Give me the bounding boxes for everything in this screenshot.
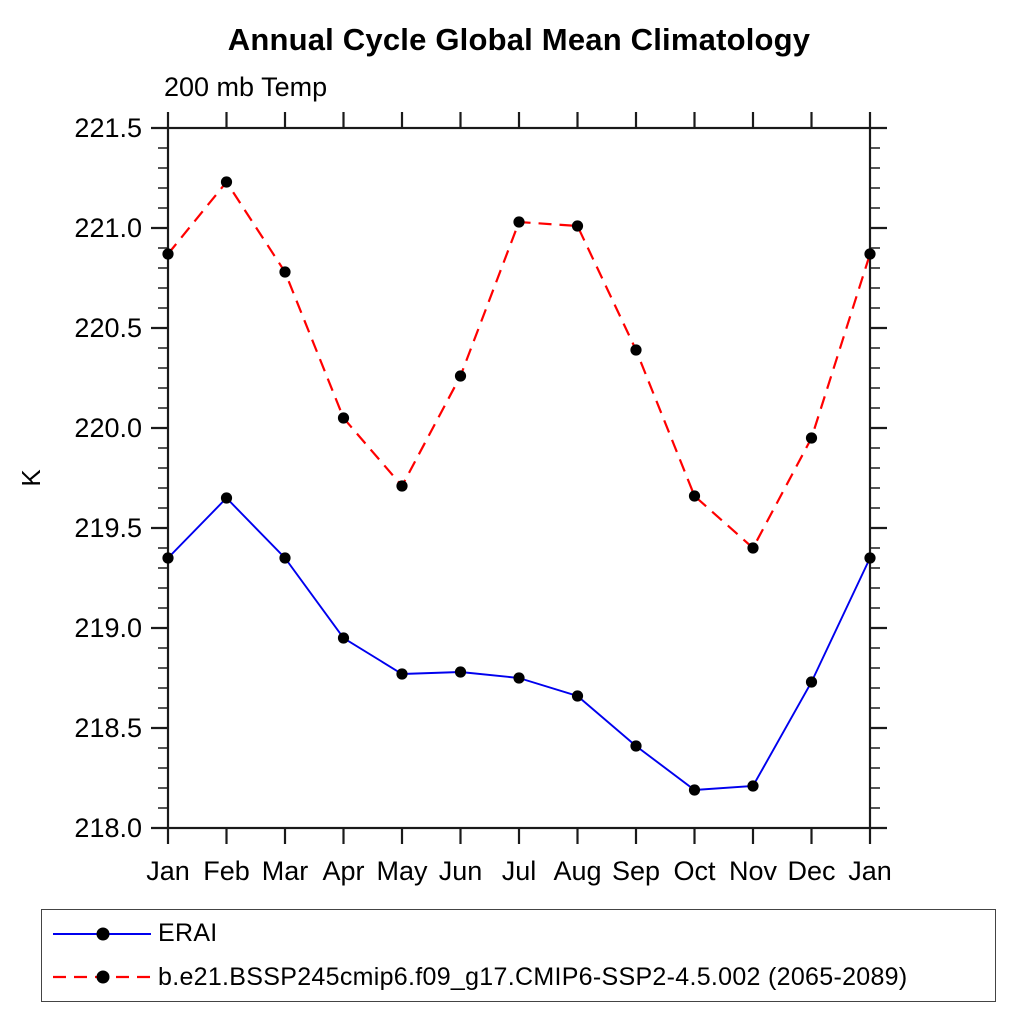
data-point-erai-10 <box>747 780 759 792</box>
y-axis-title: K <box>16 469 46 487</box>
legend-row-erai: ERAI <box>48 914 995 954</box>
data-point-b.e2-10 <box>747 542 759 554</box>
x-axis-tick-label: Dec <box>787 856 835 886</box>
x-axis-tick-label: Nov <box>729 856 778 886</box>
x-axis-tick-label: Sep <box>612 856 660 886</box>
data-point-b.e2-7 <box>571 220 584 232</box>
data-point-erai-2 <box>279 552 291 564</box>
data-point-erai-12 <box>864 552 876 564</box>
legend-label-erai: ERAI <box>158 919 218 948</box>
data-point-erai-0 <box>162 552 174 564</box>
data-point-b.e2-3 <box>337 412 350 424</box>
x-axis-tick-label: Jun <box>439 856 483 886</box>
series-line-1 <box>167 180 872 550</box>
data-point-b.e2-9 <box>688 490 701 502</box>
data-point-erai-4 <box>396 668 408 680</box>
x-axis-tick-label: Jul <box>502 856 537 886</box>
y-axis-tick-label: 220.5 <box>74 313 142 343</box>
chart-subtitle: 200 mb Temp <box>164 72 328 102</box>
data-point-b.e2-11 <box>805 432 818 444</box>
legend-label-model: b.e21.BSSP245cmip6.f09_g17.CMIP6-SSP2-4.… <box>158 962 908 991</box>
x-axis-tick-label: Oct <box>673 856 716 886</box>
x-axis-tick-label: Jan <box>146 856 190 886</box>
y-axis-tick-label: 220.0 <box>74 413 142 443</box>
data-point-b.e2-8 <box>630 344 642 356</box>
legend-line-erai-swatch <box>53 927 151 941</box>
data-point-erai-6 <box>513 672 525 684</box>
data-point-erai-11 <box>805 676 818 688</box>
data-point-erai-8 <box>630 740 642 752</box>
data-point-erai-9 <box>688 784 701 796</box>
y-axis-tick-label: 218.5 <box>74 713 142 743</box>
x-axis-tick-label: Feb <box>203 856 250 886</box>
y-axis-tick-label: 219.5 <box>74 513 142 543</box>
data-point-b.e2-0 <box>162 248 174 260</box>
data-point-b.e2-5 <box>454 370 467 382</box>
data-point-b.e2-1 <box>220 176 233 188</box>
y-axis-tick-label: 221.0 <box>74 213 142 243</box>
legend-line-model-swatch <box>53 970 151 984</box>
series-line-0 <box>167 496 871 791</box>
y-axis-tick-label: 221.5 <box>74 113 142 143</box>
data-point-erai-7 <box>571 690 584 702</box>
x-axis-tick-label: Apr <box>322 856 364 886</box>
plot-area: Jan Feb Mar Apr May Jun Jul Aug Sep Oct Nov Dec Jan2… <box>16 112 892 886</box>
data-point-erai-5 <box>454 666 467 678</box>
x-axis-tick-label: Aug <box>553 856 601 886</box>
legend-row-model: b.e21.BSSP245cmip6.f09_g17.CMIP6-SSP2-4.… <box>48 957 995 997</box>
plot-frame <box>166 126 872 830</box>
data-point-b.e2-4 <box>396 480 408 492</box>
x-axis-tick-label: Jan <box>848 856 892 886</box>
x-axis-tick-label: Mar <box>262 856 309 886</box>
legend: ERAI b.e21.BSSP245cmip6.f09_g17.CMIP6-SS… <box>41 909 996 1002</box>
y-axis-tick-label: 218.0 <box>74 813 142 843</box>
x-axis-tick-label: May <box>376 856 428 886</box>
data-point-b.e2-12 <box>864 248 876 260</box>
y-axis-tick-label: 219.0 <box>74 613 142 643</box>
chart-title: Annual Cycle Global Mean Climatology <box>227 22 811 57</box>
data-point-b.e2-6 <box>513 216 525 228</box>
data-point-erai-1 <box>220 492 233 504</box>
data-point-erai-3 <box>337 632 350 644</box>
data-point-b.e2-2 <box>279 266 291 278</box>
